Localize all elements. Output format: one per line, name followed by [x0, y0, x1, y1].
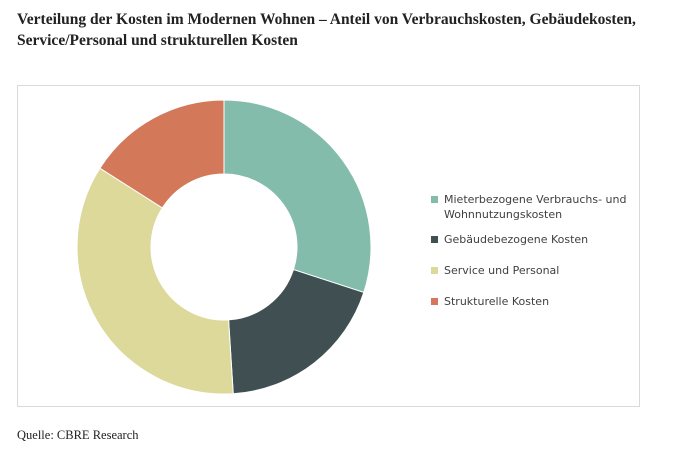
chart-area: Mieterbezogene Verbrauchs- und Wohnnutzu… [17, 85, 640, 407]
donut-segment [223, 99, 372, 294]
legend-label: Service und Personal [444, 264, 560, 277]
legend-label: Mieterbezogene Verbrauchs- und Wohnnutzu… [444, 193, 627, 221]
donut-segment [228, 268, 365, 395]
legend-label: Gebäudebezogene Kosten [444, 233, 589, 246]
legend-entry: Strukturelle Kosten [431, 294, 636, 309]
legend-label: Strukturelle Kosten [444, 295, 550, 308]
donut [76, 99, 372, 395]
legend-swatch [431, 236, 438, 243]
legend-entry: Service und Personal [431, 263, 636, 278]
source: Quelle: CBRE Research [17, 428, 139, 442]
donut-segment [76, 167, 234, 395]
legend-swatch [431, 298, 438, 305]
legend-swatch [431, 267, 438, 274]
chart-title: Verteilung der Kosten im Modernen Wohnen… [17, 11, 636, 49]
legend-swatch [431, 196, 438, 203]
donut-segment [99, 99, 225, 209]
legend: Mieterbezogene Verbrauchs- und Wohnnutzu… [431, 192, 636, 325]
legend-entry: Mieterbezogene Verbrauchs- und Wohnnutzu… [431, 192, 636, 222]
legend-entry: Gebäudebezogene Kosten [431, 232, 636, 247]
